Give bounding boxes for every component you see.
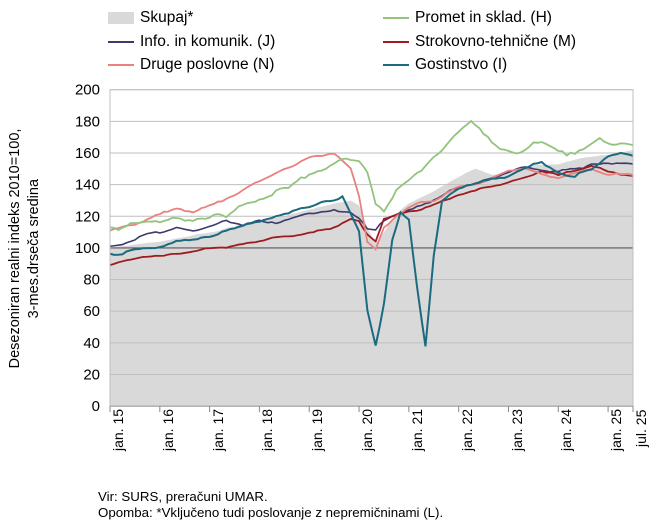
svg-text:140: 140 <box>75 177 100 194</box>
svg-text:200: 200 <box>75 82 100 99</box>
svg-text:100: 100 <box>75 240 100 257</box>
svg-text:160: 160 <box>75 145 100 162</box>
svg-text:40: 40 <box>83 335 100 352</box>
svg-text:180: 180 <box>75 113 100 130</box>
svg-text:0: 0 <box>92 398 100 415</box>
svg-text:60: 60 <box>83 303 100 320</box>
svg-text:120: 120 <box>75 208 100 225</box>
svg-text:80: 80 <box>83 272 100 289</box>
svg-text:20: 20 <box>83 366 100 383</box>
